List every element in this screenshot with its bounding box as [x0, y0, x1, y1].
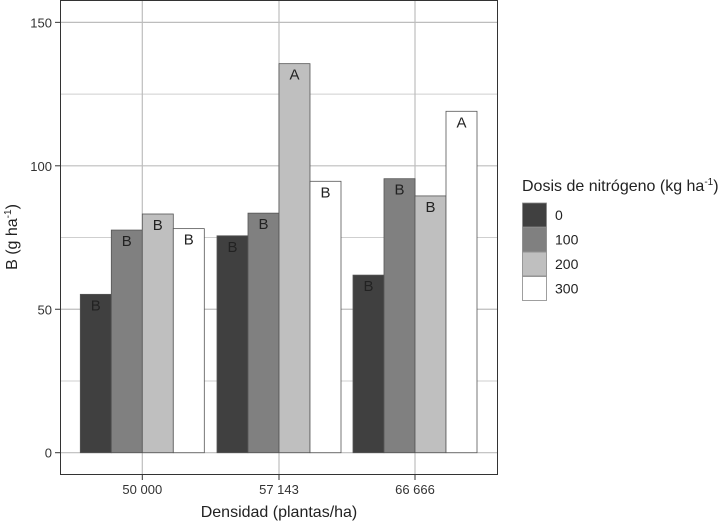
bar-significance-label: B — [91, 297, 101, 314]
bar-200-2 — [278, 63, 311, 454]
y-tick-label: 100 — [30, 159, 52, 174]
bar-significance-label: B — [184, 232, 194, 249]
legend-label: 100 — [555, 232, 579, 248]
bar-significance-label: B — [227, 239, 237, 256]
x-tick-label: 57 143 — [259, 482, 299, 497]
bar-significance-label: B — [425, 199, 435, 216]
y-axis-label: B (g ha-1) — [3, 204, 21, 270]
bar-300-3 — [445, 110, 478, 454]
legend-label: 300 — [555, 281, 579, 297]
legend-title: Dosis de nitrógeno (kg ha-1) — [522, 177, 719, 195]
bar-100-1 — [110, 229, 143, 454]
bar-significance-label: B — [122, 233, 132, 250]
legend-key-300 — [522, 276, 547, 301]
bar-significance-label: B — [363, 278, 373, 295]
y-tick-label: 50 — [38, 302, 52, 317]
bar-200-3 — [414, 195, 447, 454]
x-axis-ticks: 50 000 57 143 66 666 — [122, 475, 435, 497]
y-tick-label: 0 — [45, 446, 52, 461]
y-tick-label: 150 — [30, 15, 52, 30]
bar-0-1 — [79, 293, 112, 454]
legend-key-100 — [522, 227, 547, 252]
bars: B B B B B B A B B B B A — [79, 63, 478, 454]
x-axis-label: Densidad (plantas/ha) — [201, 504, 358, 521]
x-tick-label: 50 000 — [122, 482, 162, 497]
bar-0-3 — [352, 274, 385, 454]
bar-200-1 — [141, 213, 174, 454]
bar-significance-label: B — [258, 216, 268, 233]
x-tick-label: 66 666 — [395, 482, 435, 497]
legend-label: 0 — [555, 207, 563, 223]
legend: Dosis de nitrógeno (kg ha-1) 0 100 200 300 — [522, 177, 719, 301]
legend-label: 200 — [555, 256, 579, 272]
bar-significance-label: B — [394, 182, 404, 199]
bar-100-2 — [247, 212, 280, 454]
bar-300-2 — [309, 180, 342, 454]
bar-significance-label: B — [320, 184, 330, 201]
bar-significance-label: A — [456, 114, 466, 131]
bar-0-2 — [216, 235, 249, 454]
plot-panel-border — [60, 0, 498, 475]
legend-key-0 — [522, 202, 547, 228]
bar-300-1 — [172, 228, 205, 454]
legend-key-200 — [522, 251, 547, 277]
bar-100-3 — [383, 178, 416, 454]
bar-significance-label: B — [153, 217, 163, 234]
bar-significance-label: A — [289, 67, 299, 84]
y-axis-ticks: 0 50 100 150 — [30, 15, 60, 461]
